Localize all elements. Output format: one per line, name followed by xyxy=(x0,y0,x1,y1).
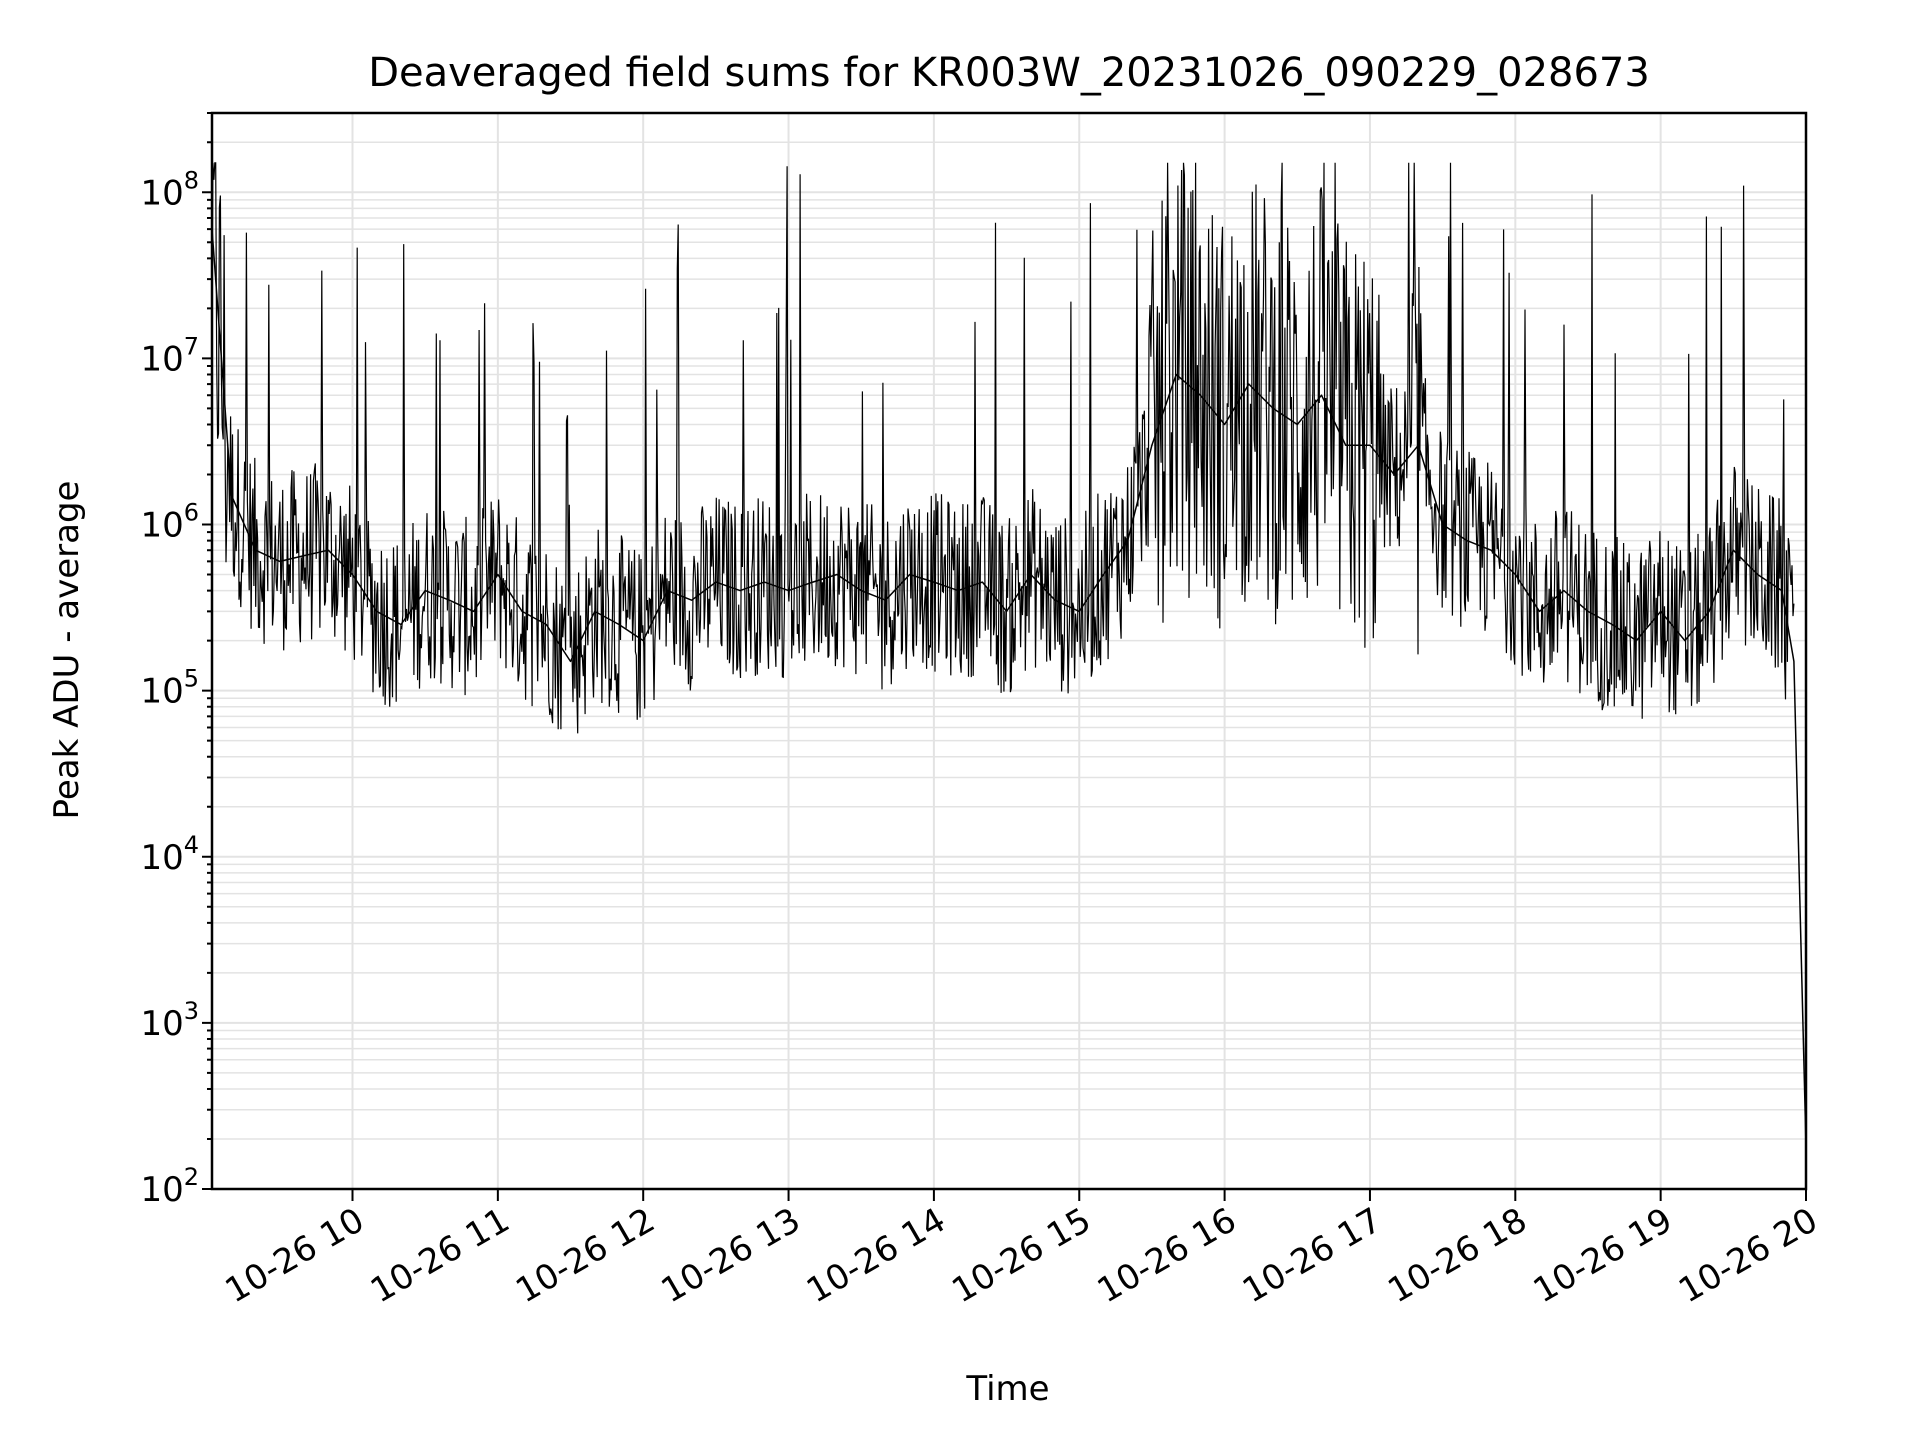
chart-title: Deaveraged field sums for KR003W_2023102… xyxy=(368,50,1650,96)
x-tick-label: 10-26 16 xyxy=(1091,1200,1243,1311)
y-tick-label: 108 xyxy=(140,166,199,213)
y-tick-exp: 4 xyxy=(184,831,199,859)
y-tick-exp: 8 xyxy=(184,166,199,194)
x-tick-label: 10-26 17 xyxy=(1236,1200,1388,1311)
x-axis-label: Time xyxy=(965,1369,1049,1409)
x-tick-label: 10-26 18 xyxy=(1381,1200,1533,1311)
y-tick-exp: 5 xyxy=(184,665,199,693)
y-tick-base: 10 xyxy=(140,1170,183,1210)
x-tick-label: 10-26 10 xyxy=(219,1200,371,1311)
x-tick-label: 10-26 13 xyxy=(655,1200,807,1311)
y-tick-exp: 3 xyxy=(184,997,199,1025)
y-tick-label: 105 xyxy=(140,665,199,712)
x-tick-label: 10-26 12 xyxy=(509,1200,661,1311)
y-tick-label: 106 xyxy=(140,499,199,546)
y-tick-base: 10 xyxy=(140,838,183,878)
y-tick-label: 107 xyxy=(140,332,199,379)
y-tick-label: 103 xyxy=(140,997,199,1044)
y-tick-label: 104 xyxy=(140,831,199,878)
y-tick-exp: 7 xyxy=(184,332,199,360)
x-tick-label: 10-26 20 xyxy=(1672,1200,1824,1311)
plot-frame xyxy=(210,111,1808,1191)
x-tick-label: 10-26 14 xyxy=(800,1200,952,1311)
y-tick-exp: 6 xyxy=(184,499,199,527)
series-line xyxy=(211,229,1807,1147)
y-tick-base: 10 xyxy=(140,1004,183,1044)
x-tick-label: 10-26 15 xyxy=(945,1200,1097,1311)
y-tick-base: 10 xyxy=(140,339,183,379)
y-tick-label: 102 xyxy=(140,1163,199,1210)
x-tick-label: 10-26 19 xyxy=(1527,1200,1679,1311)
y-tick-base: 10 xyxy=(140,672,183,712)
series-noise xyxy=(211,162,1795,734)
grid xyxy=(212,112,1807,1190)
y-tick-exp: 2 xyxy=(184,1163,199,1191)
series-envelope xyxy=(211,162,1795,734)
x-tick-label: 10-26 11 xyxy=(364,1200,516,1311)
y-axis-label: Peak ADU - average xyxy=(47,481,87,820)
y-tick-base: 10 xyxy=(140,173,183,213)
y-tick-base: 10 xyxy=(140,506,183,546)
